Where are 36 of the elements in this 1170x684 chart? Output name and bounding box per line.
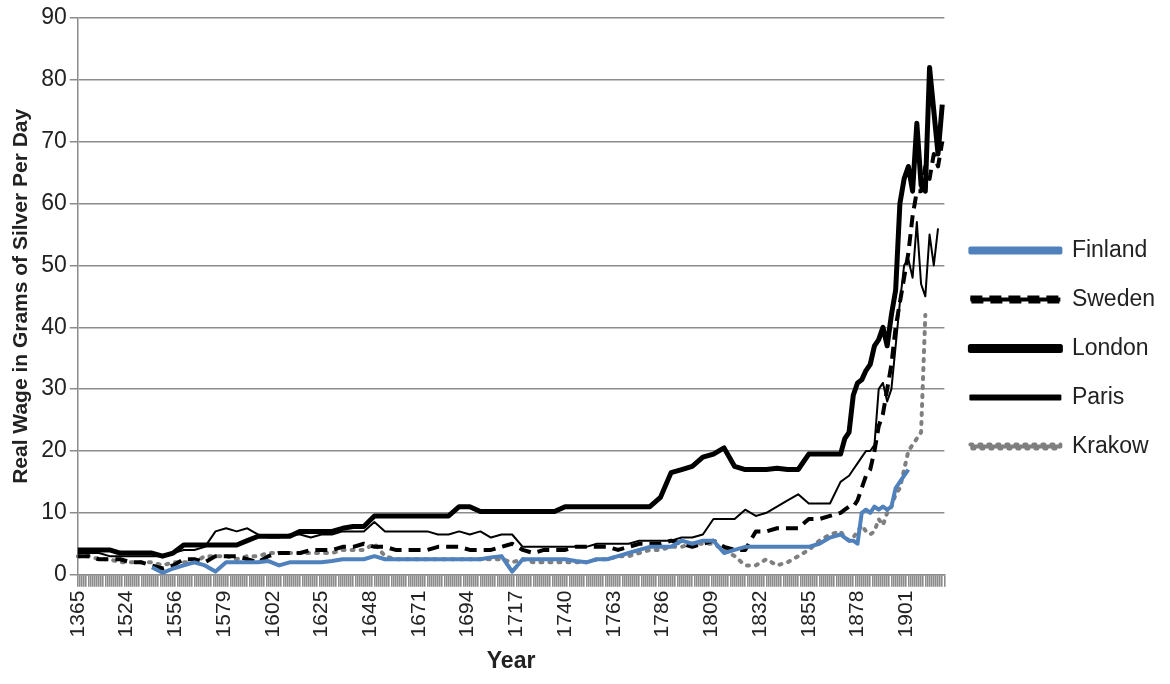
x-tick-label: 1648 <box>356 590 380 638</box>
x-tick-label: 1365 <box>64 590 88 638</box>
x-tick-label: 1579 <box>210 590 234 638</box>
y-tick-label: 20 <box>41 436 67 463</box>
legend-label: Paris <box>1071 382 1125 409</box>
x-tick-label: 1625 <box>308 590 332 638</box>
x-tick-label: 1740 <box>551 590 575 638</box>
x-tick-label: 1602 <box>259 590 283 638</box>
y-tick-label: 40 <box>41 312 67 339</box>
x-tick-label: 1809 <box>698 590 722 638</box>
y-tick-label: 10 <box>41 498 67 525</box>
x-tick-label: 1901 <box>893 590 917 638</box>
y-tick-label: 70 <box>41 127 67 154</box>
legend-label: Krakow <box>1071 431 1149 458</box>
y-tick-label: 0 <box>53 560 67 587</box>
legend-label: London <box>1071 333 1149 360</box>
y-tick-label: 80 <box>41 65 67 92</box>
x-tick-label: 1832 <box>746 590 770 638</box>
x-tick-label: 1694 <box>454 590 478 638</box>
y-tick-label: 30 <box>41 374 67 401</box>
x-tick-label: 1878 <box>844 590 868 638</box>
y-tick-label: 90 <box>41 3 67 30</box>
line-series <box>75 312 928 568</box>
y-axis-title: Real Wage in Grams of Silver Per Day <box>8 108 32 484</box>
legend-label: Finland <box>1071 235 1148 262</box>
x-tick-label: 1717 <box>503 590 527 638</box>
y-tick-label: 60 <box>41 188 67 215</box>
x-axis-title: Year <box>486 646 536 673</box>
x-tick-label: 1524 <box>113 590 137 638</box>
x-tick-label: 1855 <box>795 590 819 638</box>
x-tick-label: 1671 <box>405 590 429 638</box>
x-tick-label: 1786 <box>649 590 673 638</box>
y-tick-label: 50 <box>41 250 67 277</box>
x-tick-label: 1763 <box>600 590 624 638</box>
legend-label: Sweden <box>1071 284 1156 311</box>
x-tick-label: 1556 <box>162 590 186 638</box>
